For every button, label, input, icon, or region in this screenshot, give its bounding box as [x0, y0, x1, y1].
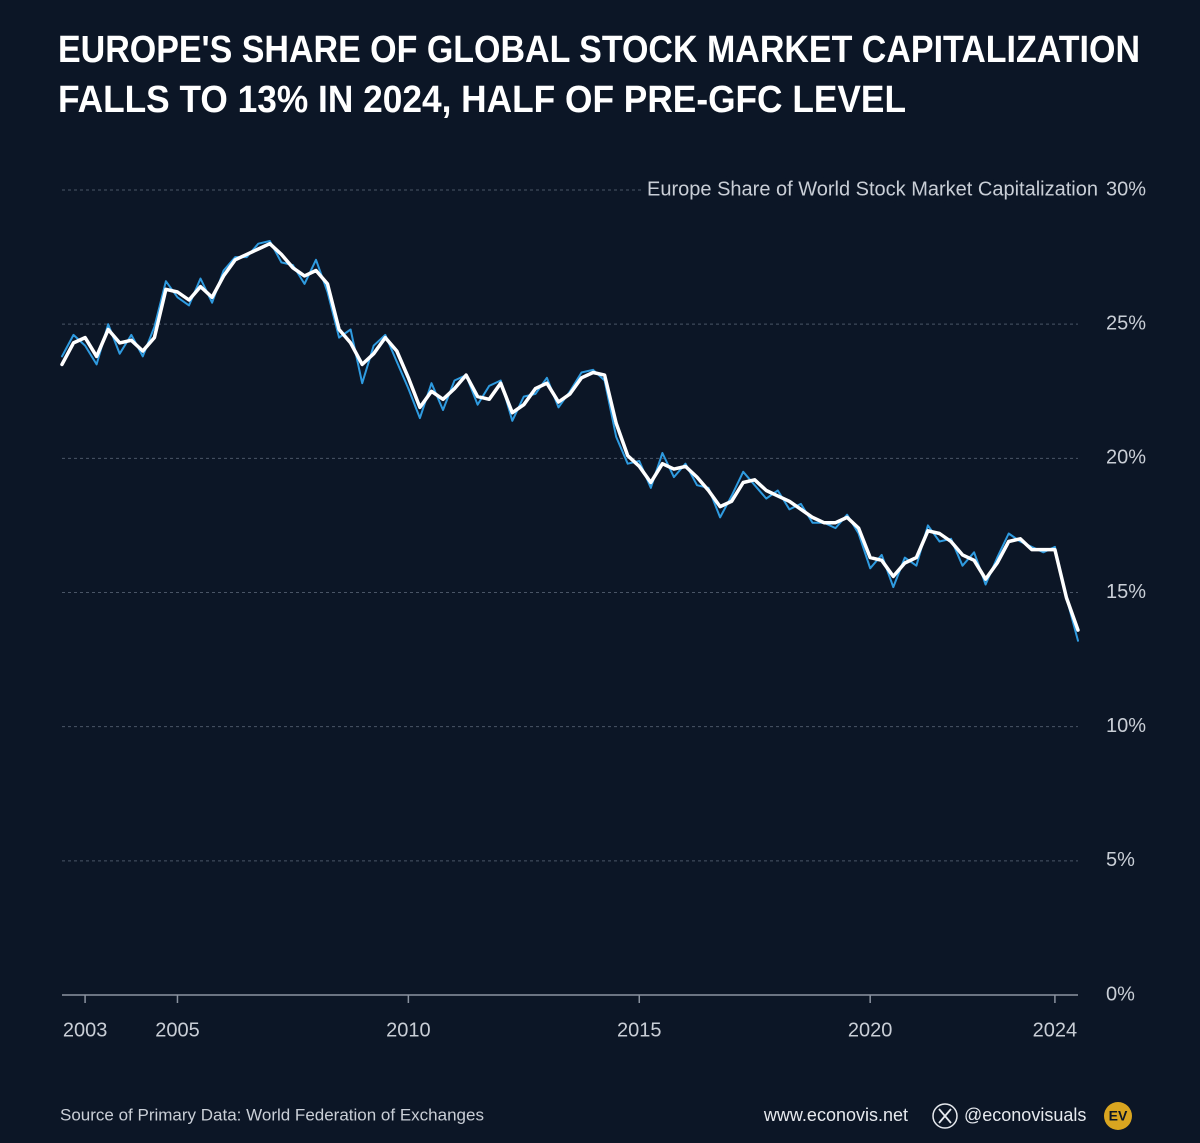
y-tick-label: 20% — [1106, 447, 1146, 469]
source: Source of Primary Data: World Federation… — [60, 1105, 484, 1124]
y-tick-label: 30% — [1106, 178, 1146, 200]
x-tick-label: 2010 — [386, 1019, 431, 1041]
y-tick-label: 15% — [1106, 581, 1146, 603]
logo-badge — [1104, 1102, 1132, 1130]
grid — [62, 189, 1078, 862]
y-tick-label: 0% — [1106, 983, 1135, 1005]
logo: EV — [1109, 1108, 1128, 1124]
x-tick-label: 2024 — [1033, 1019, 1078, 1041]
series-line — [60, 241, 1080, 632]
x-tick-label: 2003 — [63, 1019, 108, 1041]
chart-title: FALLS TO 13% IN 2024, HALF OF PRE-GFC LE… — [58, 79, 906, 121]
plot-area — [60, 240, 1080, 642]
x-icon-glyph — [938, 1108, 952, 1124]
x-tick-label: 2015 — [617, 1019, 662, 1041]
website: www.econovis.net — [763, 1105, 908, 1125]
x-tick-label: 2020 — [848, 1019, 893, 1041]
y-tick-label: 25% — [1106, 312, 1146, 334]
x-tick-label: 2005 — [155, 1019, 200, 1041]
y-tick-label: 10% — [1106, 715, 1146, 737]
handle: @econovisuals — [964, 1105, 1086, 1125]
x-icon — [932, 1103, 958, 1129]
chart-title: EUROPE'S SHARE OF GLOBAL STOCK MARKET CA… — [58, 29, 1140, 71]
y-axis-title: Europe Share of World Stock Market Capit… — [647, 178, 1098, 200]
y-tick-label: 5% — [1106, 849, 1135, 871]
